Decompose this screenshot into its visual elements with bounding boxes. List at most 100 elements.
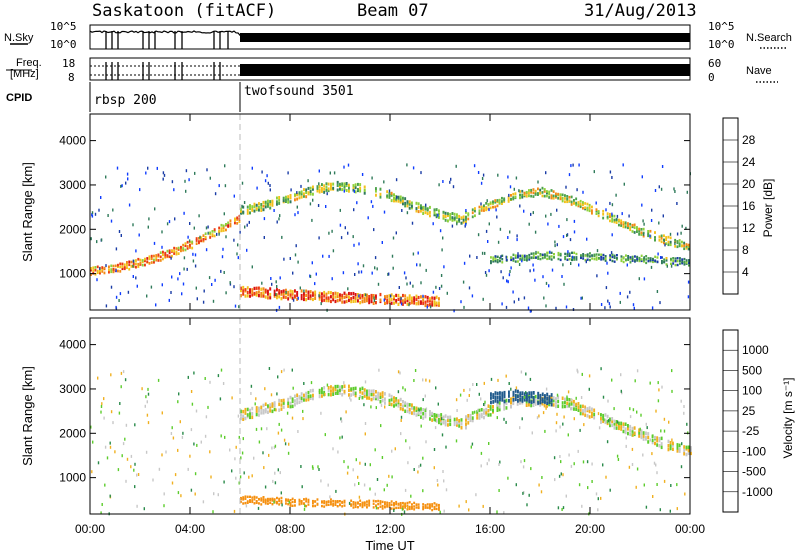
heatmap-speck: [196, 297, 198, 301]
heatmap-speck: [141, 387, 143, 391]
heatmap-speck: [278, 422, 280, 426]
heatmap-speck: [199, 235, 201, 239]
heatmap-speck: [676, 483, 678, 487]
heatmap-speck: [213, 492, 215, 496]
heatmap-cell: [471, 208, 474, 212]
heatmap-cell: [631, 429, 634, 433]
heatmap-speck: [527, 306, 530, 310]
heatmap-cell: [480, 408, 483, 412]
heatmap-cell: [117, 265, 119, 268]
heatmap-speck: [388, 401, 390, 405]
heatmap-cell: [447, 214, 449, 217]
heatmap-cell: [363, 299, 366, 303]
heatmap-cell: [517, 394, 519, 399]
heatmap-cell: [535, 256, 537, 259]
heatmap-cell: [496, 258, 499, 262]
heatmap-speck: [513, 187, 515, 191]
heatmap-speck: [641, 203, 643, 207]
heatmap-cell: [404, 294, 407, 298]
heatmap-cell: [92, 269, 95, 272]
heatmap-speck: [597, 497, 599, 501]
heatmap-speck: [121, 184, 123, 188]
heatmap-speck: [547, 222, 549, 226]
heatmap-speck: [171, 426, 173, 430]
heatmap-cell: [379, 195, 382, 199]
power-heatmap-cells: [90, 163, 691, 313]
heatmap-speck: [248, 220, 250, 224]
heatmap-speck: [211, 283, 213, 286]
heatmap-speck: [481, 251, 484, 255]
heatmap-speck: [419, 463, 422, 467]
heatmap-cell: [451, 218, 454, 222]
heatmap-cell: [582, 257, 585, 260]
heatmap-speck: [400, 432, 402, 436]
heatmap-cell: [312, 502, 314, 505]
heatmap-cell: [483, 408, 485, 413]
heatmap-speck: [463, 261, 466, 265]
heatmap-speck: [620, 389, 622, 393]
heatmap-cell: [595, 212, 598, 215]
heatmap-speck: [153, 241, 156, 245]
heatmap-cell: [300, 293, 303, 298]
heatmap-cell: [573, 258, 576, 261]
heatmap-cell: [318, 390, 321, 395]
heatmap-speck: [194, 492, 196, 496]
heatmap-speck: [655, 409, 657, 413]
heatmap-speck: [661, 385, 663, 389]
heatmap-cell: [624, 430, 627, 435]
heatmap-cell: [559, 254, 562, 257]
heatmap-cell: [341, 188, 344, 192]
heatmap-cell: [307, 498, 310, 502]
heatmap-cell: [417, 411, 420, 415]
heatmap-cell: [636, 259, 639, 262]
heatmap-cell: [246, 209, 249, 212]
heatmap-speck: [207, 225, 209, 229]
heatmap-cell: [465, 215, 467, 219]
heatmap-speck: [495, 208, 497, 212]
heatmap-cell: [426, 506, 429, 509]
heatmap-cell: [537, 192, 539, 195]
heatmap-cell: [460, 422, 463, 426]
heatmap-speck: [261, 281, 263, 285]
y-tick-label: 4000: [59, 134, 86, 148]
heatmap-speck: [562, 235, 565, 239]
heatmap-speck: [386, 483, 388, 487]
heatmap-cell: [325, 500, 328, 504]
heatmap-cell: [366, 500, 368, 503]
heatmap-speck: [664, 243, 666, 247]
heatmap-speck: [436, 479, 439, 482]
heatmap-speck: [531, 431, 533, 435]
heatmap-speck: [281, 235, 283, 239]
heatmap-cell: [678, 239, 681, 242]
heatmap-speck: [438, 183, 440, 187]
heatmap-speck: [566, 218, 568, 222]
heatmap-speck: [400, 302, 403, 306]
heatmap-speck: [374, 256, 377, 260]
heatmap-cell: [618, 223, 620, 227]
heatmap-cell: [514, 256, 517, 259]
heatmap-speck: [194, 472, 197, 476]
heatmap-speck: [515, 483, 517, 487]
heatmap-cell: [260, 203, 263, 206]
freq-tick-low: 8: [68, 71, 75, 84]
heatmap-cell: [667, 240, 670, 244]
heatmap-speck: [497, 173, 499, 177]
heatmap-speck: [145, 171, 147, 175]
heatmap-cell: [180, 245, 182, 249]
heatmap-cell: [146, 257, 149, 260]
heatmap-cell: [532, 399, 535, 404]
heatmap-cell: [150, 261, 153, 264]
heatmap-cell: [312, 504, 314, 508]
heatmap-cell: [514, 389, 517, 393]
heatmap-cell: [345, 299, 348, 304]
heatmap-cell: [532, 188, 535, 191]
heatmap-cell: [447, 212, 449, 216]
heatmap-cell: [90, 267, 92, 270]
heatmap-cell: [582, 203, 584, 207]
heatmap-cell: [258, 208, 260, 212]
heatmap-cell: [316, 189, 319, 193]
heatmap-cell: [110, 270, 113, 274]
heatmap-cell: [611, 255, 614, 259]
heatmap-cell: [357, 506, 359, 509]
heatmap-cell: [537, 255, 540, 258]
